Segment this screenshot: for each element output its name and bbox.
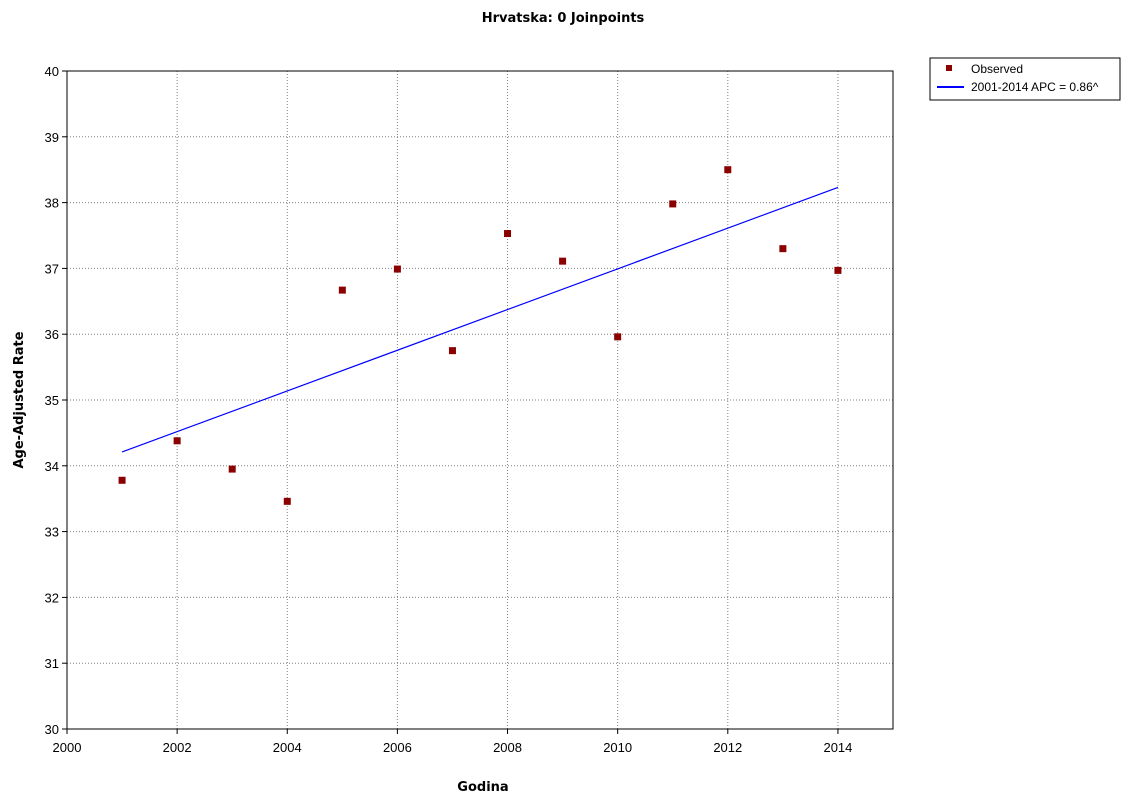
y-tick-label: 30 [45, 722, 59, 737]
observed-point [779, 245, 787, 253]
observed-point [614, 333, 622, 341]
x-tick-label: 2006 [383, 740, 412, 755]
observed-point [448, 347, 456, 355]
observed-point [559, 257, 567, 265]
legend-label-observed: Observed [971, 62, 1023, 76]
observed-point [338, 286, 346, 294]
x-axis-title: Godina [457, 780, 508, 795]
y-tick-label: 38 [45, 196, 59, 211]
x-tick-label: 2002 [163, 740, 192, 755]
y-tick-label: 37 [45, 261, 59, 276]
x-tick-label: 2000 [53, 740, 82, 755]
y-tick-label: 35 [45, 393, 59, 408]
observed-point [173, 437, 181, 445]
observed-point [834, 266, 842, 274]
x-tick-label: 2004 [273, 740, 302, 755]
y-axis-title: Age-Adjusted Rate [12, 331, 27, 468]
legend-box [929, 57, 1121, 101]
x-tick-label: 2010 [603, 740, 632, 755]
y-axis: 30 31 32 33 34 35 36 37 38 39 40 [45, 64, 67, 737]
legend-marker-observed [946, 65, 952, 71]
legend-label-fit: 2001-2014 APC = 0.86^ [971, 80, 1099, 94]
x-tick-label: 2012 [713, 740, 742, 755]
observed-point [228, 465, 236, 473]
y-tick-label: 33 [45, 525, 59, 540]
observed-point [393, 265, 401, 273]
y-tick-label: 31 [45, 656, 59, 671]
chart-title: Hrvatska: 0 Joinpoints [482, 11, 645, 26]
y-tick-label: 39 [45, 130, 59, 145]
observed-point [669, 200, 677, 208]
legend: Observed 2001-2014 APC = 0.86^ [929, 57, 1121, 101]
y-tick-label: 40 [45, 64, 59, 79]
observed-point [724, 166, 732, 174]
observed-point [283, 497, 291, 505]
observed-point [504, 230, 512, 238]
x-axis: 2000 2002 2004 2006 2008 2010 2012 2014 [53, 729, 852, 755]
fitted-line [121, 186, 839, 453]
y-tick-label: 34 [45, 459, 59, 474]
y-tick-label: 36 [45, 327, 59, 342]
grid [67, 71, 893, 729]
y-tick-label: 32 [45, 590, 59, 605]
x-tick-label: 2014 [823, 740, 852, 755]
observed-point [118, 476, 126, 484]
x-tick-label: 2008 [493, 740, 522, 755]
fitted-line-series [121, 186, 839, 453]
observed-series [118, 166, 842, 505]
